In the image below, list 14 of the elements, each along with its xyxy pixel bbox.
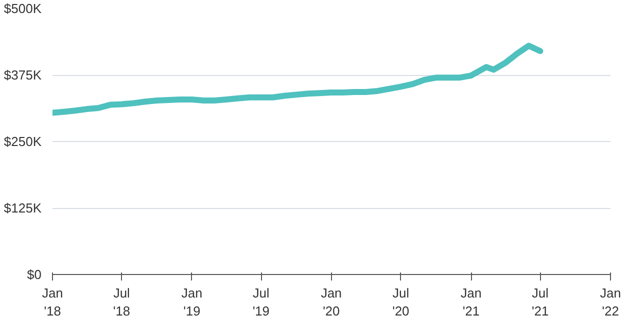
x-tick-label: Jul '20: [392, 286, 410, 318]
x-tick-label: Jan '20: [320, 286, 342, 318]
x-tick-label: Jul '18: [113, 286, 130, 318]
y-tick-label: $375K: [4, 68, 42, 82]
x-tick-label: Jan '19: [181, 286, 202, 318]
x-tick-label: Jan '18: [42, 286, 63, 318]
y-tick-label: $500K: [4, 1, 42, 16]
y-tick-label: $0: [27, 267, 42, 282]
y-tick-label: $250K: [4, 134, 42, 149]
x-tick-label: Jul '19: [252, 286, 270, 318]
x-tick-label: Jan '22: [600, 286, 621, 318]
x-tick-label: Jul '21: [532, 286, 549, 318]
x-tick-label: Jan '21: [460, 286, 482, 318]
y-tick-label: $125K: [4, 200, 42, 216]
